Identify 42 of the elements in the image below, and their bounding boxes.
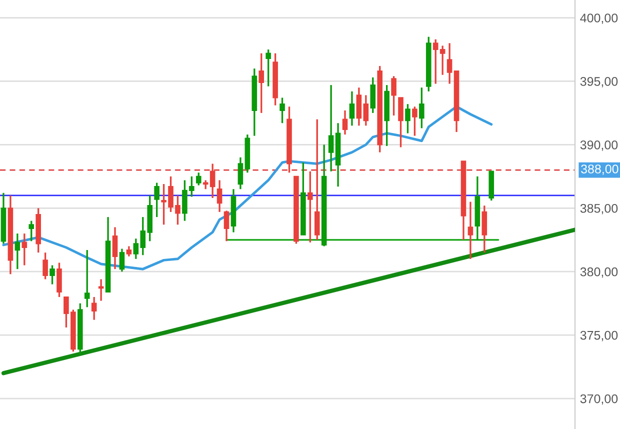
y-tick-label: 380,00 — [580, 267, 618, 278]
candlestick — [342, 110, 348, 136]
candlestick — [266, 48, 271, 88]
candlestick — [50, 264, 55, 286]
candlestick — [224, 210, 230, 242]
candlestick — [363, 94, 369, 126]
candlestick — [196, 172, 202, 186]
y-tick-label: 385,00 — [580, 204, 618, 214]
ref-line-label: 388,00 — [581, 164, 618, 175]
candlestick — [238, 156, 244, 190]
y-tick-label: 390,00 — [580, 140, 618, 151]
candlestick — [126, 245, 132, 258]
candlestick — [419, 86, 424, 130]
candlestick — [349, 90, 355, 126]
candlestick — [14, 232, 20, 270]
candlestick — [391, 75, 396, 116]
candlestick — [22, 232, 28, 266]
candlestick — [258, 52, 264, 114]
y-tick-label: 400,00 — [580, 14, 618, 24]
candlestick — [356, 86, 362, 126]
candlestick — [328, 84, 334, 172]
candlestick — [468, 200, 474, 260]
candlestick — [154, 182, 160, 218]
y-tick-label: 395,00 — [580, 77, 618, 88]
candlestick — [482, 204, 488, 254]
candlestick — [84, 249, 90, 308]
candlestick — [412, 106, 418, 137]
candlestick — [28, 220, 34, 242]
candlestick — [91, 296, 97, 321]
candlestick — [405, 103, 410, 134]
candlestick — [42, 252, 48, 280]
candlestick — [119, 248, 125, 272]
candlestick — [446, 42, 452, 85]
candlestick — [398, 96, 404, 148]
candlestick — [370, 76, 376, 114]
y-tick-label: 375,00 — [580, 330, 618, 342]
candlestick — [112, 226, 118, 270]
candlestick — [280, 96, 285, 124]
y-tick-label: 370,00 — [580, 394, 618, 405]
candlestick — [216, 179, 222, 213]
candlestick — [308, 170, 313, 244]
candlestick — [56, 262, 62, 298]
